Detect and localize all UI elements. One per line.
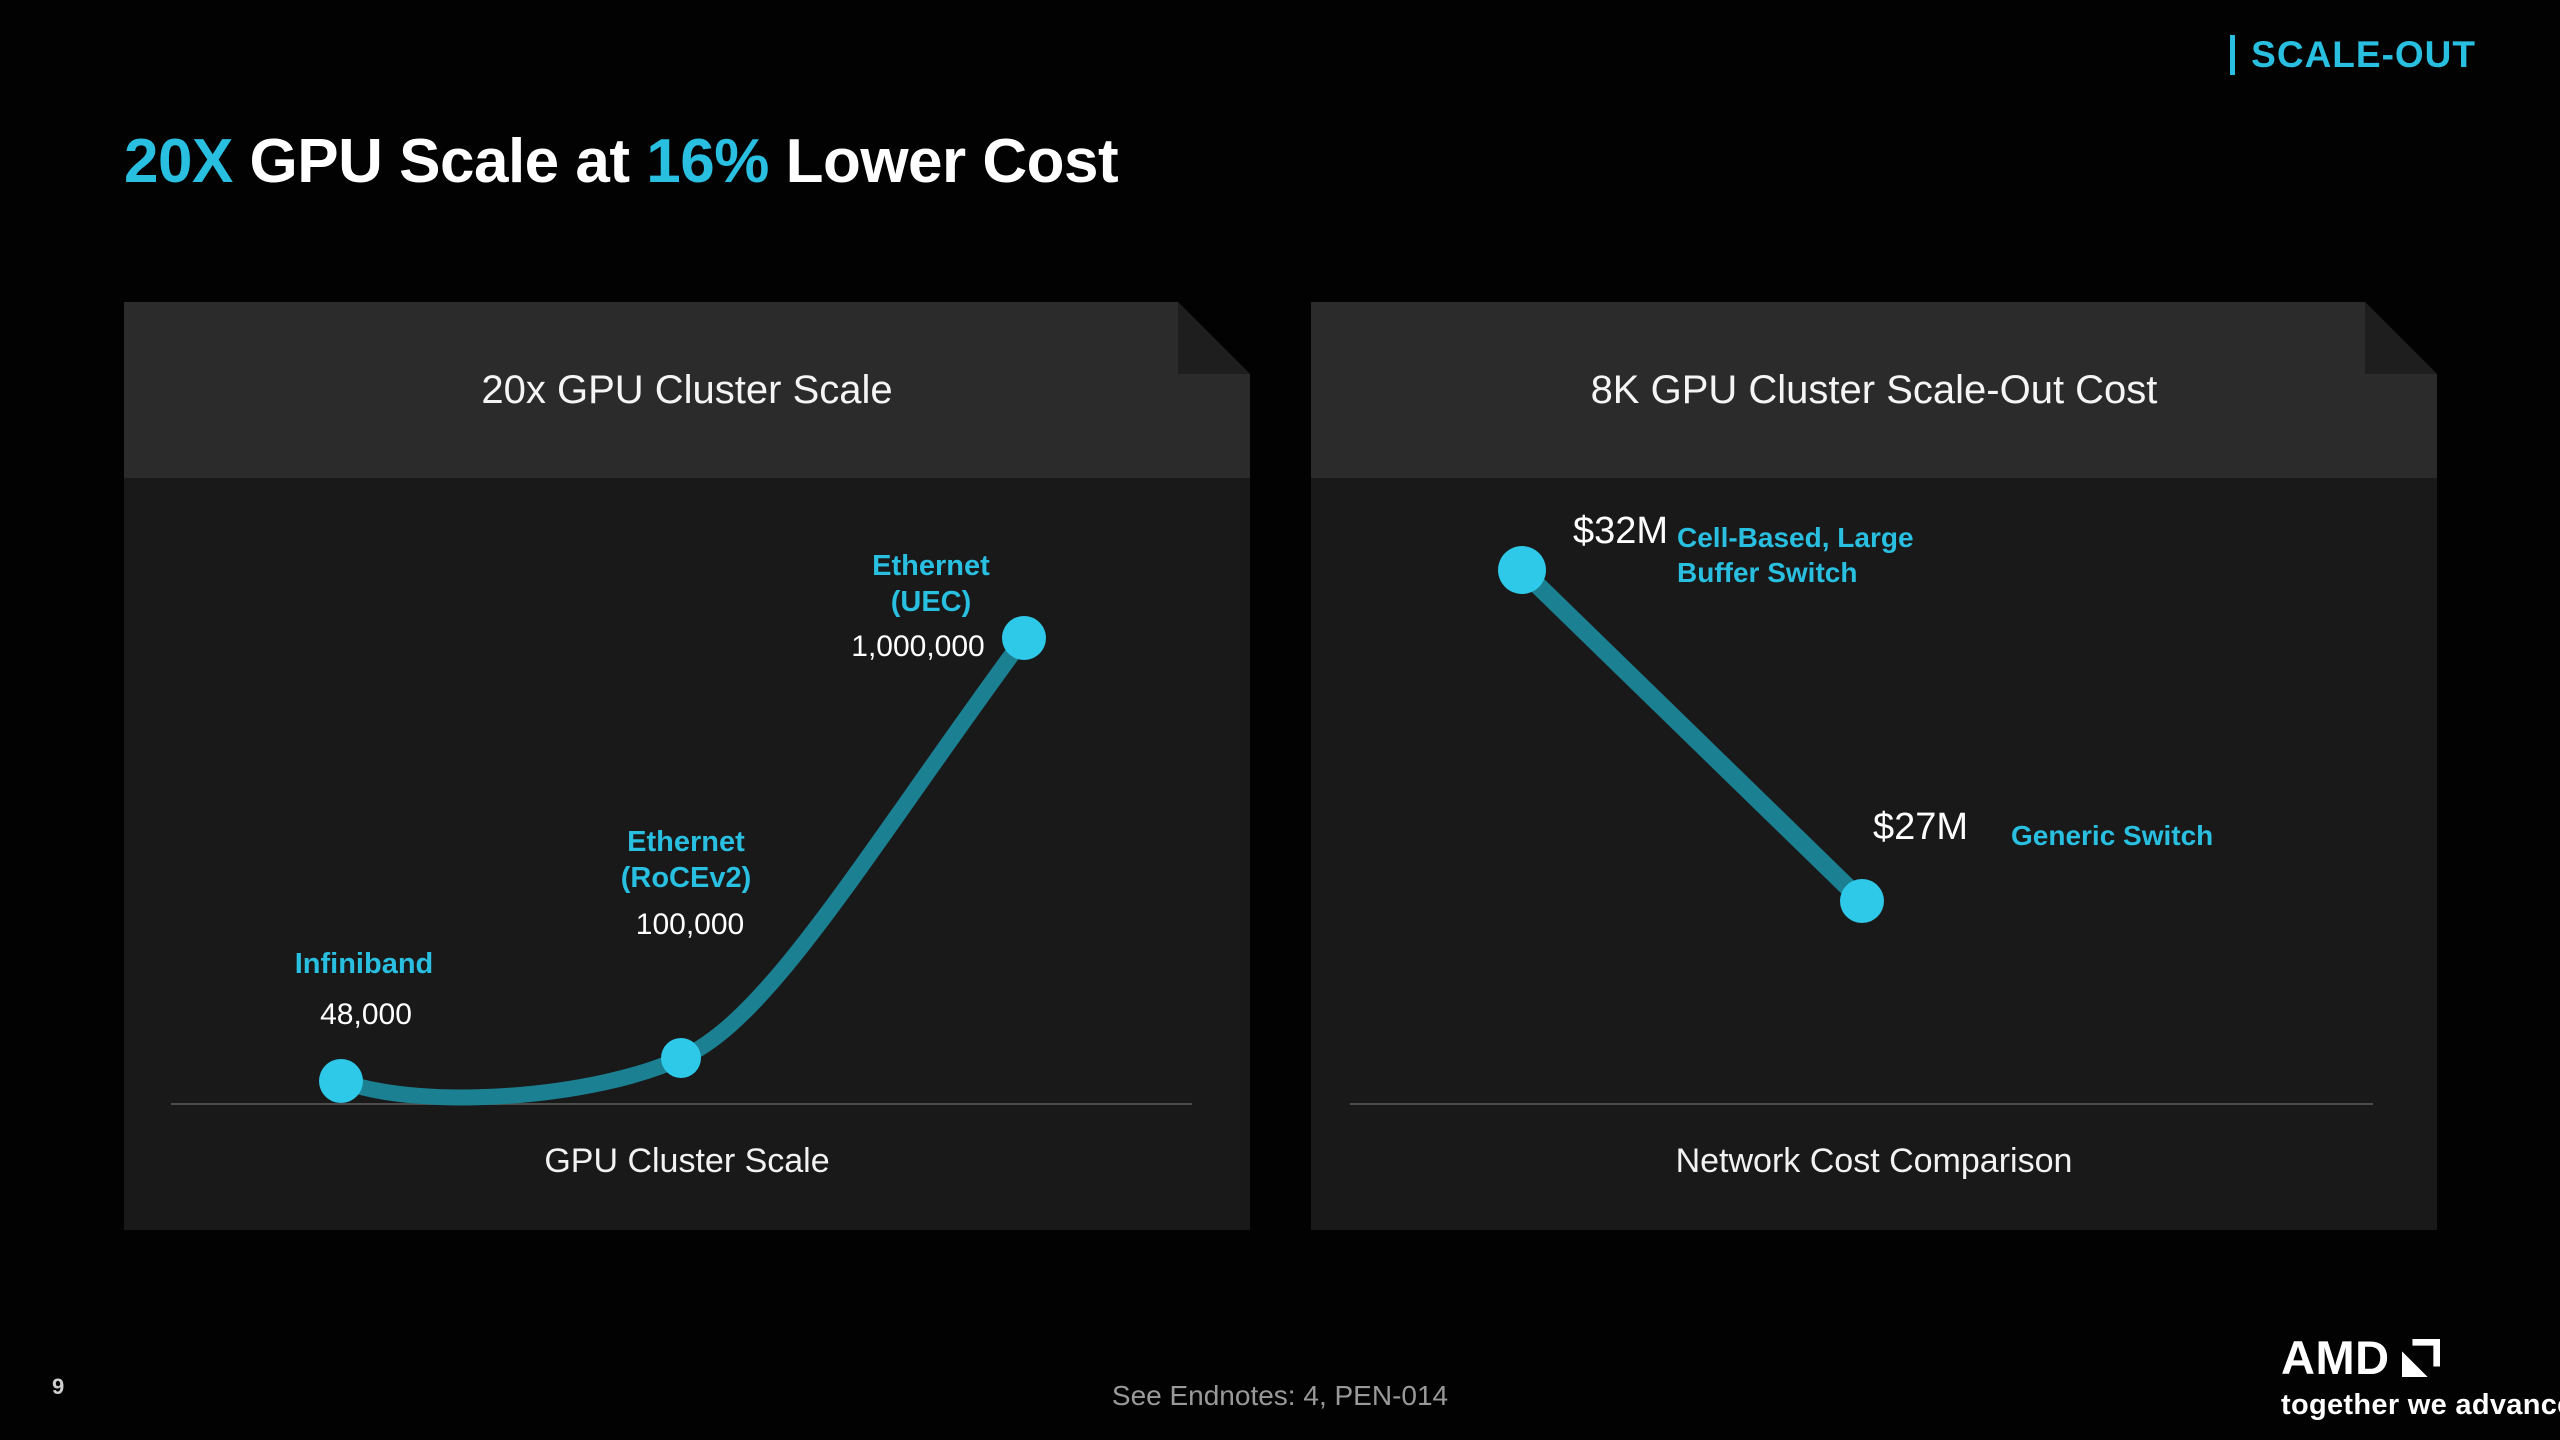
generic-switch-label: Generic Switch xyxy=(2011,820,2214,851)
cell-based-switch-cost: $32M xyxy=(1573,510,1669,552)
title-highlight-cost: 16% xyxy=(646,127,769,196)
gpu-cluster-scale-panel: 20x GPU Cluster Scale Ethernet (UEC) 1,0… xyxy=(124,302,1250,1230)
scale-out-badge: SCALE-OUT xyxy=(2230,34,2476,76)
infiniband-label: Infiniband xyxy=(294,948,434,980)
gpu-cluster-scale-axis-caption: GPU Cluster Scale xyxy=(544,1142,830,1180)
data-point-infiniband xyxy=(319,1059,363,1103)
gpu-cluster-scale-chart-area: Ethernet (UEC) 1,000,000 Ethernet (RoCEv… xyxy=(124,478,1250,1230)
amd-logo-text: AMD xyxy=(2281,1331,2390,1384)
generic-switch-cost: $27M xyxy=(1873,806,1969,848)
amd-tagline: together we advance_ xyxy=(2281,1389,2560,1421)
amd-brand-block: AMD together we advance_ xyxy=(2281,1330,2560,1422)
corner-fold xyxy=(1178,302,1250,374)
scale-out-cost-panel: 8K GPU Cluster Scale-Out Cost $32M Cell-… xyxy=(1311,302,2437,1230)
title-highlight-scale: 20X xyxy=(124,127,233,196)
amd-arrow-icon xyxy=(2401,1338,2440,1377)
cost-line xyxy=(1522,570,1862,901)
data-point-rocev2 xyxy=(661,1038,701,1078)
badge-divider-bar xyxy=(2230,35,2236,75)
gpu-cluster-scale-panel-title: 20x GPU Cluster Scale xyxy=(481,367,893,412)
page-number: 9 xyxy=(52,1374,65,1399)
uec-label: Ethernet (UEC) xyxy=(872,550,990,618)
title-segment-2: Lower Cost xyxy=(768,127,1119,196)
scale-out-cost-panel-title: 8K GPU Cluster Scale-Out Cost xyxy=(1590,367,2158,412)
badge-label: SCALE-OUT xyxy=(2251,34,2476,75)
title-segment-1: GPU Scale at xyxy=(232,127,647,196)
page-title: 20X GPU Scale at 16% Lower Cost xyxy=(124,126,1119,197)
data-point-uec xyxy=(1002,616,1046,660)
scale-out-cost-panel-header: 8K GPU Cluster Scale-Out Cost xyxy=(1311,302,2437,478)
amd-logo: AMD xyxy=(2281,1330,2560,1385)
infiniband-value: 48,000 xyxy=(320,998,412,1031)
cell-based-switch-label: Cell-Based, Large Buffer Switch xyxy=(1677,522,1914,588)
rocev2-value: 100,000 xyxy=(635,908,745,941)
gpu-scale-line-chart xyxy=(124,478,1250,1230)
scale-out-cost-chart-area: $32M Cell-Based, Large Buffer Switch $27… xyxy=(1311,478,2437,1230)
corner-fold xyxy=(2365,302,2437,374)
data-point-generic-switch xyxy=(1840,879,1884,923)
endnote-text: See Endnotes: 4, PEN-014 xyxy=(1111,1380,1449,1411)
data-point-cell-based-switch xyxy=(1498,546,1546,594)
uec-value: 1,000,000 xyxy=(851,630,985,663)
cost-line-chart xyxy=(1311,478,2437,1230)
network-cost-axis-caption: Network Cost Comparison xyxy=(1675,1142,2073,1180)
rocev2-label: Ethernet (RoCEv2) xyxy=(620,826,752,894)
gpu-cluster-scale-panel-header: 20x GPU Cluster Scale xyxy=(124,302,1250,478)
